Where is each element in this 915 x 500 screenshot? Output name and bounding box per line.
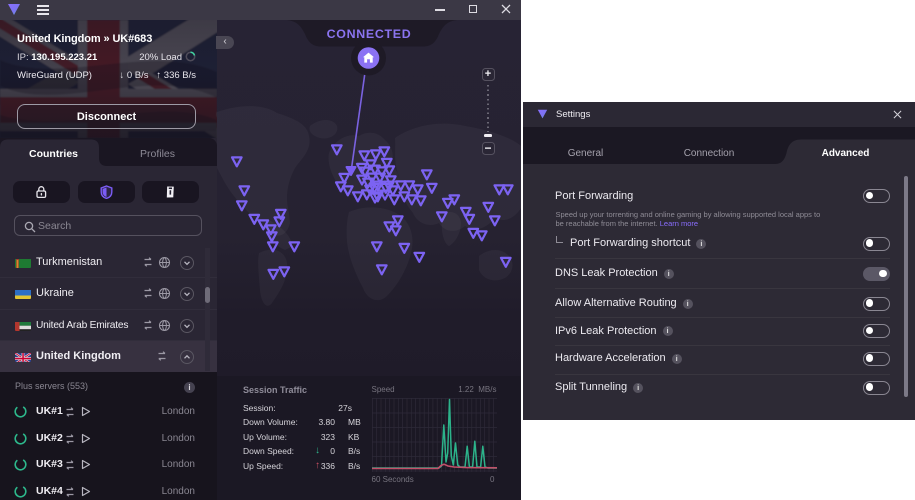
svg-text:CONNECTED: CONNECTED	[327, 27, 412, 41]
